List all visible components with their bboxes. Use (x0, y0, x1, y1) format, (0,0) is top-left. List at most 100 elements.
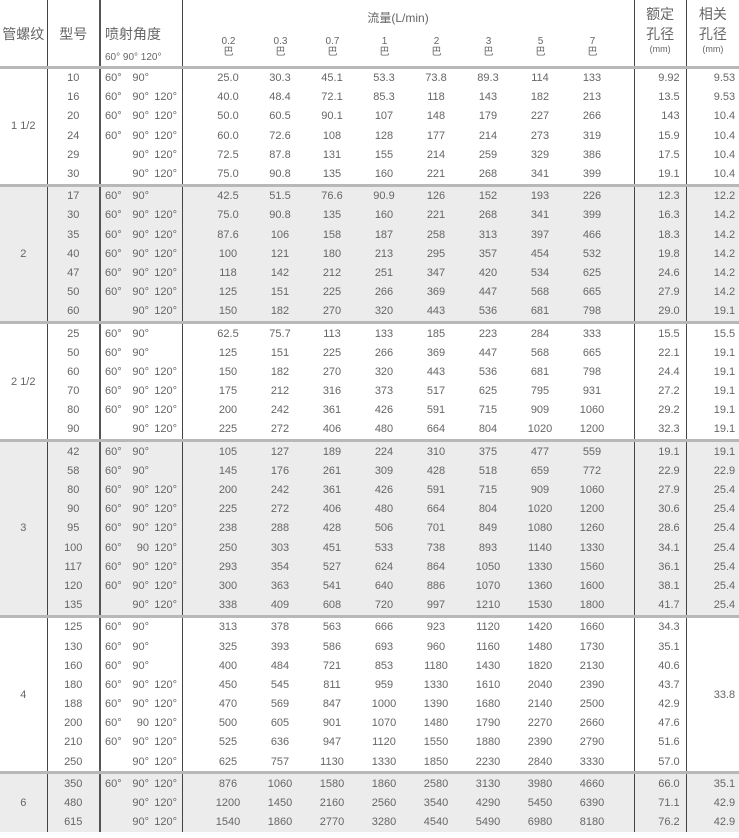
spacer (182, 793, 202, 813)
spacer (618, 793, 635, 813)
flow-cell: 4540 (410, 812, 462, 832)
flow-cell: 534 (514, 263, 566, 283)
flow-cell: 2840 (527, 755, 553, 768)
flow-cell: 586 (322, 640, 342, 653)
flow-cell: 329 (530, 148, 550, 161)
flow-cell: 259 (478, 148, 498, 161)
flow-cell: 30.3 (254, 65, 306, 88)
spacer (182, 164, 202, 185)
flow-cell: 864 (410, 557, 462, 577)
spacer (182, 420, 202, 441)
flow-cell: 90.9 (358, 183, 410, 206)
related-diameter-cell: 12.2 (686, 183, 739, 206)
rated-diameter-cell: 36.1 (633, 557, 687, 577)
related-diameter-cell: 25.4 (686, 538, 739, 558)
pressure-unit: 巴 (379, 47, 390, 58)
flow-cell: 393 (270, 640, 290, 653)
model-cell: 70 (47, 381, 101, 401)
flow-cell: 536 (478, 365, 498, 378)
flow-cell: 525 (218, 736, 238, 749)
flow-cell: 242 (270, 404, 290, 417)
flow-cell: 284 (514, 320, 566, 344)
flow-cell: 625 (218, 755, 238, 768)
angle-value: 60° (105, 503, 122, 516)
header-angle: 喷射角度 60° 90° 120° (100, 0, 183, 67)
flow-cell: 1200 (202, 793, 254, 813)
flow-cell: 213 (358, 244, 410, 264)
table-row: 2 1/2 25 60° 90° 62.5 75.7 113 133 185 223 284 333 1… (0, 320, 739, 441)
flow-cell: 176 (254, 461, 306, 481)
flow-cell: 193 (514, 183, 566, 206)
flow-cell: 1560 (566, 557, 618, 577)
spacer (182, 145, 202, 164)
flow-cell: 664 (426, 423, 446, 436)
flow-cell: 1060 (579, 404, 605, 417)
flow-cell: 373 (374, 385, 394, 398)
flow-cell: 1480 (423, 717, 449, 730)
table-row: 480 90° 120° 1200 1450 2160 2560 3540 4290 5450 63… (0, 793, 739, 813)
flow-cell: 527 (306, 557, 358, 577)
angle-value: 60° (105, 247, 122, 260)
thread-size-cell: 2 1/2 (0, 320, 48, 441)
flow-cell: 798 (566, 301, 618, 323)
angle-value: 60° (105, 91, 122, 104)
flow-cell: 155 (374, 148, 394, 161)
pressure-header: 0.2 巴 (203, 36, 255, 58)
pressure-header: 0.3 巴 (255, 36, 307, 58)
spacer (182, 263, 202, 283)
angle-value: 90° (132, 736, 149, 749)
flow-cell: 1680 (475, 698, 501, 711)
angle-value: 120° (154, 560, 177, 573)
flow-cell: 484 (270, 659, 290, 672)
spacer (182, 714, 202, 733)
spacer (182, 88, 202, 107)
flow-cell: 480 (358, 499, 410, 519)
related-diameter-cell: 35.1 (686, 771, 739, 794)
pressure-value: 0.3 (273, 36, 288, 47)
flow-cell: 225 (322, 346, 342, 359)
angle-value: 90° (132, 599, 149, 612)
flow-cell: 506 (358, 518, 410, 538)
flow-cell: 158 (306, 225, 358, 245)
thread-size-cell: 6 (0, 771, 48, 832)
spacer (182, 656, 202, 675)
related-diameter-cell: 19.1 (686, 301, 739, 323)
table-row: 47 60° 90° 120° 118 142 212 251 347 420 534 625 24.6… (0, 263, 739, 283)
flow-cell: 75.0 (217, 168, 239, 181)
pressure-unit: 巴 (223, 47, 234, 58)
angle-value: 120° (154, 365, 177, 378)
table-row: 50 60° 90° 125 151 225 266 369 447 568 665 22.1 19.1 (0, 343, 739, 363)
spray-angle-cell: 90° 120° (100, 595, 183, 617)
table-row: 30 90° 120° 75.0 90.8 135 160 221 268 341 399 19.1 1… (0, 164, 739, 186)
flow-cell: 108 (322, 129, 342, 142)
spacer (182, 499, 202, 519)
spray-angle-cell: 60° 90° (100, 343, 183, 363)
flow-cell: 720 (358, 595, 410, 617)
flow-cell: 2130 (579, 659, 605, 672)
spray-angle-cell: 60° 90° 120° (100, 771, 183, 794)
flow-cell: 960 (426, 640, 446, 653)
model-cell: 16 (47, 87, 101, 107)
flow-cell: 901 (322, 717, 342, 730)
angle-value: 90° (132, 266, 149, 279)
flow-cell: 931 (582, 385, 602, 398)
header-flow-label: 流量(L/min) (367, 11, 429, 25)
rated-diameter-cell: 27.2 (633, 381, 687, 401)
spray-angle-cell: 60° 90° (100, 614, 183, 637)
model-cell: 350 (47, 771, 101, 794)
flow-cell: 1790 (475, 717, 501, 730)
related-diameter-cell: 42.9 (686, 793, 739, 813)
angle-value: 90° (132, 755, 149, 768)
spray-angle-cell: 60° 90° 120° (100, 362, 183, 382)
flow-cell: 107 (374, 110, 394, 123)
rated-diameter-cell: 51.6 (633, 732, 687, 753)
flow-cell: 451 (306, 538, 358, 558)
model-cell: 180 (47, 675, 101, 695)
model-cell: 60 (47, 362, 101, 382)
related-diameter-cell: 19.1 (713, 404, 736, 417)
flow-cell: 1600 (566, 576, 618, 596)
flow-cell: 354 (254, 557, 306, 577)
flow-cell: 5490 (462, 812, 514, 832)
flow-cell: 341 (530, 168, 550, 181)
flow-cell: 454 (514, 244, 566, 264)
